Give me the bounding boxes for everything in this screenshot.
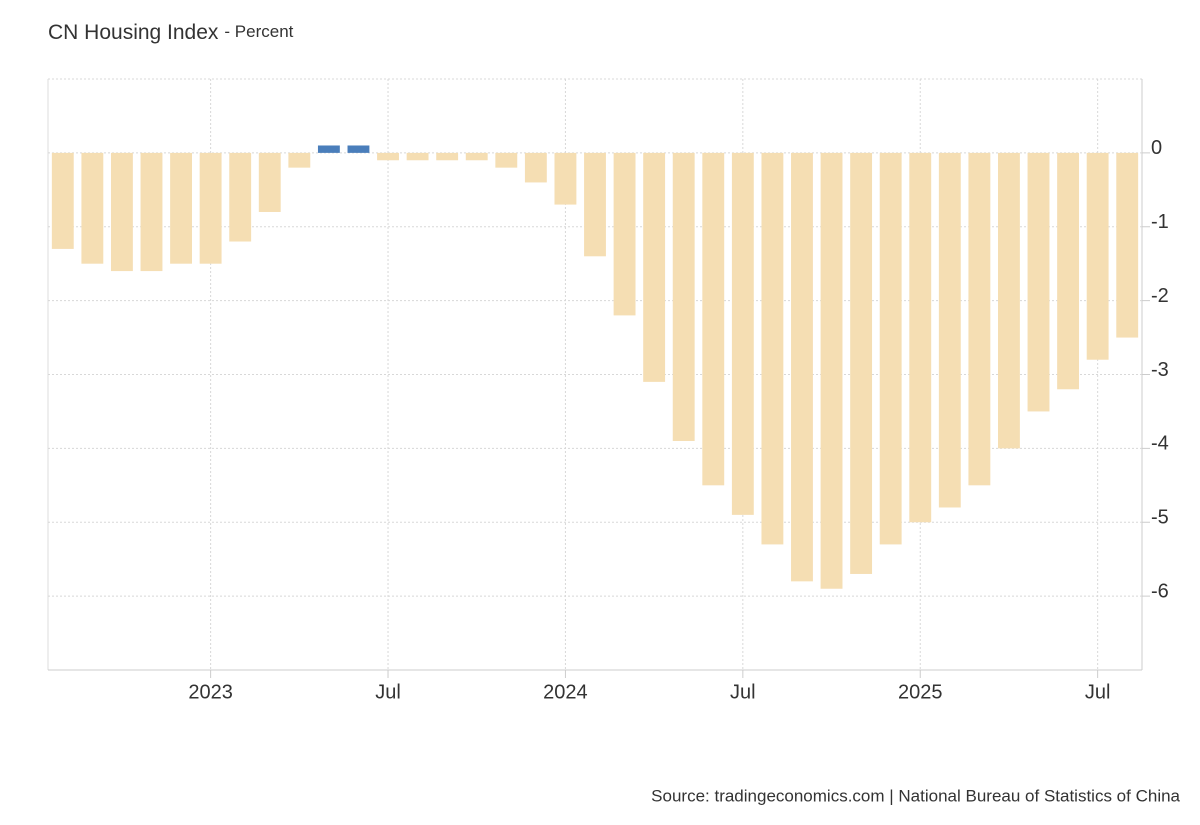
bar [406,152,429,161]
bar [584,152,606,257]
bar [613,152,636,316]
bar [909,152,932,523]
bar [288,152,311,168]
y-tick-label: -2 [1151,285,1169,307]
bar [377,152,399,161]
bar [199,152,222,264]
bar [702,152,725,486]
chart-title: CN Housing Index - Percent [48,21,294,44]
bar [436,152,459,161]
title: CN Housing Index [48,21,219,44]
subtitle: - Percent [224,22,293,41]
bar [1086,152,1109,360]
bar [1027,152,1050,412]
bar [672,152,695,441]
bar [879,152,902,545]
y-tick-label: -6 [1151,580,1169,602]
bar [820,152,843,589]
bar [495,152,518,168]
bar [170,152,192,264]
y-tick-label: -4 [1151,433,1169,455]
bar [731,152,754,515]
bar [968,152,991,486]
y-tick-label: -3 [1151,359,1169,381]
x-tick-label: Jul [375,681,401,703]
bar [791,152,813,582]
bar [850,152,873,574]
bar [317,145,340,153]
bar [761,152,784,545]
bar [643,152,666,382]
x-tick-label: 2023 [188,681,233,703]
bar [998,152,1020,449]
bar [938,152,961,508]
bar [258,152,281,212]
x-tick-label: Jul [730,681,756,703]
x-tick-label: 2024 [543,681,588,703]
bar [554,152,577,205]
bar [81,152,104,264]
x-tick-label: Jul [1085,681,1111,703]
source: Source: tradingeconomics.com | National … [651,786,1180,805]
y-tick-label: -1 [1151,211,1169,233]
bar [1057,152,1080,390]
y-tick-label: 0 [1151,137,1162,159]
y-tick-label: -5 [1151,507,1169,529]
bar [1116,152,1139,338]
bar [465,152,488,161]
x-tick-label: 2025 [898,681,943,703]
bar [229,152,252,242]
bar [140,152,163,272]
bar [110,152,133,272]
bar [347,145,370,153]
bar [51,152,74,249]
bar [524,152,547,183]
